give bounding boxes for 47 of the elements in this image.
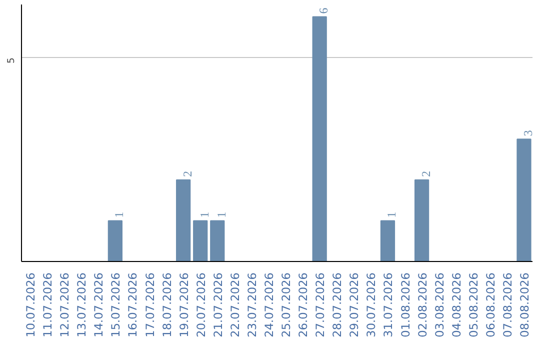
- x-tick-label: 11.07.2026: [40, 272, 55, 338]
- x-tick-label: 22.07.2026: [228, 272, 242, 338]
- x-tick-label: 02.08.2026: [415, 272, 430, 338]
- x-tick-label: 10.07.2026: [24, 272, 38, 338]
- x-tick-label: 20.07.2026: [194, 272, 208, 338]
- y-tick-label: 5: [6, 57, 17, 64]
- data-label: 2: [418, 170, 433, 177]
- x-tick-label: 17.07.2026: [142, 272, 157, 338]
- data-label: 6: [316, 8, 331, 14]
- x-tick-label: 26.07.2026: [296, 272, 310, 338]
- x-tick-label: 04.08.2026: [449, 272, 464, 338]
- x-tick-label: 05.08.2026: [466, 272, 480, 338]
- data-label: 1: [384, 212, 399, 218]
- x-tick-label: 06.08.2026: [483, 272, 498, 338]
- x-tick-label: 28.07.2026: [330, 272, 344, 338]
- x-tick-label: 27.07.2026: [313, 272, 328, 338]
- x-tick-label: 08.08.2026: [517, 272, 532, 338]
- data-label: 3: [520, 130, 535, 136]
- x-tick-label: 25.07.2026: [279, 272, 294, 338]
- x-tick-label: 19.07.2026: [176, 272, 191, 338]
- x-tick-label: 14.07.2026: [92, 272, 106, 338]
- x-tick-label: 12.07.2026: [58, 272, 72, 338]
- x-tick-label: 23.07.2026: [244, 272, 259, 338]
- bar: [516, 138, 532, 262]
- bar: [380, 220, 396, 262]
- data-label: 2: [180, 170, 194, 177]
- data-label: 1: [112, 212, 126, 218]
- x-tick-label: 18.07.2026: [160, 272, 174, 338]
- x-tick-label: 29.07.2026: [347, 272, 362, 338]
- x-tick-label: 07.08.2026: [500, 272, 514, 338]
- bar: [176, 179, 191, 262]
- bar: [193, 220, 208, 262]
- x-tick-label: 24.07.2026: [262, 272, 276, 338]
- bar: [108, 220, 122, 262]
- x-tick-label: 31.07.2026: [381, 272, 396, 338]
- x-tick-label: 13.07.2026: [74, 272, 89, 338]
- x-tick-label: 01.08.2026: [398, 272, 412, 338]
- data-label: 1: [197, 212, 212, 218]
- x-tick-label: 15.07.2026: [108, 272, 123, 338]
- bar: [414, 179, 430, 262]
- data-label: 1: [214, 212, 228, 218]
- bar: [312, 16, 327, 262]
- x-tick-label: 30.07.2026: [364, 272, 378, 338]
- x-tick-label: 21.07.2026: [210, 272, 225, 338]
- x-tick-label: 03.08.2026: [432, 272, 446, 338]
- x-tick-label: 16.07.2026: [126, 272, 140, 338]
- bar: [210, 220, 225, 262]
